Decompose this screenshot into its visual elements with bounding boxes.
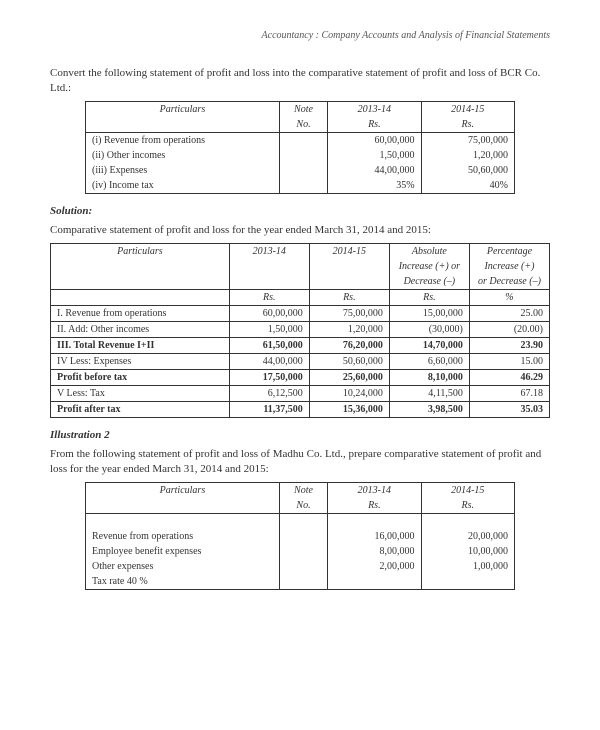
table-solution: Particulars 2013-14 2014-15 Absolute Per… <box>50 243 550 418</box>
table-madhu: Particulars Note 2013-14 2014-15 No. Rs.… <box>85 482 515 590</box>
row-abs: 15,00,000 <box>389 305 469 321</box>
th-particulars: Particulars <box>51 243 230 259</box>
row-y1: 17,50,000 <box>229 369 309 385</box>
row-pct: 35.03 <box>469 401 549 417</box>
row-label: I. Revenue from operations <box>51 305 230 321</box>
row-pct: 46.29 <box>469 369 549 385</box>
th-y1: 2013-14 <box>229 243 309 259</box>
row-abs: 14,70,000 <box>389 337 469 353</box>
illustration-intro: From the following statement of profit a… <box>50 447 550 478</box>
row-y1: 6,12,500 <box>229 385 309 401</box>
th-y2: 2014-15 <box>421 482 514 498</box>
row-y2: 75,00,000 <box>309 305 389 321</box>
row-label: Other expenses <box>86 559 280 574</box>
intro-text: Convert the following statement of profi… <box>50 66 550 97</box>
row-label: Profit after tax <box>51 401 230 417</box>
row-label: (ii) Other incomes <box>86 148 280 163</box>
illustration-label: Illustration 2 <box>50 428 550 443</box>
row-label: IV Less: Expenses <box>51 353 230 369</box>
row-y1: 44,00,000 <box>229 353 309 369</box>
row-note <box>279 178 327 194</box>
th-blank <box>86 117 280 133</box>
th-particulars: Particulars <box>86 101 280 117</box>
row-y2: 1,20,000 <box>309 321 389 337</box>
row-label: Employee benefit expenses <box>86 544 280 559</box>
row-label: II. Add: Other incomes <box>51 321 230 337</box>
row-abs: 6,60,000 <box>389 353 469 369</box>
row-y1: 60,00,000 <box>328 132 421 148</box>
row-abs: (30,000) <box>389 321 469 337</box>
th-y2: 2014-15 <box>421 101 514 117</box>
row-label: (iii) Expenses <box>86 163 280 178</box>
row-y2: 50,60,000 <box>421 163 514 178</box>
th-rs2: Rs. <box>421 117 514 133</box>
th-note: Note <box>279 482 327 498</box>
row-pct: 15.00 <box>469 353 549 369</box>
row-note <box>279 148 327 163</box>
th-note: Note <box>279 101 327 117</box>
th-particulars: Particulars <box>86 482 280 498</box>
row-abs: 4,11,500 <box>389 385 469 401</box>
row-label: Revenue from operations <box>86 529 280 544</box>
row-y1: 1,50,000 <box>328 148 421 163</box>
row-y2: 1,20,000 <box>421 148 514 163</box>
row-abs: 8,10,000 <box>389 369 469 385</box>
row-y2: 50,60,000 <box>309 353 389 369</box>
th-y1: 2013-14 <box>328 101 421 117</box>
row-y2: 25,60,000 <box>309 369 389 385</box>
row-y1: 11,37,500 <box>229 401 309 417</box>
row-y2: 75,00,000 <box>421 132 514 148</box>
row-label: Profit before tax <box>51 369 230 385</box>
th-no: No. <box>279 117 327 133</box>
row-label: V Less: Tax <box>51 385 230 401</box>
th-pct: Percentage <box>469 243 549 259</box>
row-label: (iv) Income tax <box>86 178 280 194</box>
row-pct: 67.18 <box>469 385 549 401</box>
row-abs: 3,98,500 <box>389 401 469 417</box>
row-y2: 15,36,000 <box>309 401 389 417</box>
row-y1: 1,50,000 <box>229 321 309 337</box>
row-label: Tax rate 40 % <box>86 574 280 590</box>
solution-intro: Comparative statement of profit and loss… <box>50 223 550 238</box>
solution-label: Solution: <box>50 204 550 219</box>
row-y2: 76,20,000 <box>309 337 389 353</box>
row-pct: 23.90 <box>469 337 549 353</box>
row-y2: 10,24,000 <box>309 385 389 401</box>
row-y1: 44,00,000 <box>328 163 421 178</box>
page-header: Accountancy : Company Accounts and Analy… <box>50 30 550 41</box>
row-pct: 25.00 <box>469 305 549 321</box>
row-y2: 40% <box>421 178 514 194</box>
row-y1: 61,50,000 <box>229 337 309 353</box>
th-rs1: Rs. <box>328 117 421 133</box>
th-abs: Absolute <box>389 243 469 259</box>
table-bcr: Particulars Note 2013-14 2014-15 No. Rs.… <box>85 101 515 194</box>
th-y2: 2014-15 <box>309 243 389 259</box>
th-y1: 2013-14 <box>328 482 421 498</box>
row-label: (i) Revenue from operations <box>86 132 280 148</box>
row-note <box>279 163 327 178</box>
row-y1: 60,00,000 <box>229 305 309 321</box>
row-label: III. Total Revenue I+II <box>51 337 230 353</box>
row-y1: 35% <box>328 178 421 194</box>
row-pct: (20.00) <box>469 321 549 337</box>
row-note <box>279 132 327 148</box>
